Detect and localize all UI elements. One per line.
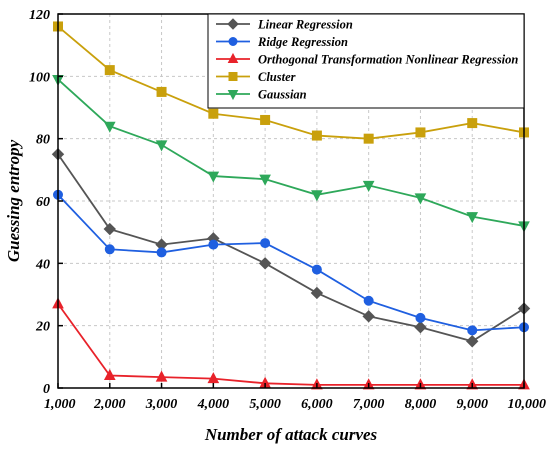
series-line [57, 194, 525, 332]
y-tick-label: 40 [35, 257, 50, 272]
data-point [467, 325, 478, 336]
x-tick-label: 3,000 [145, 397, 178, 412]
data-point [414, 193, 427, 205]
y-tick-label: 120 [29, 8, 50, 23]
data-point [362, 180, 375, 192]
ticks: 0 20 40 60 80 100 120 1,000 2,000 3,000 4,000 5,000… [29, 8, 546, 412]
x-tick-label: 8,000 [405, 397, 437, 412]
data-point [103, 121, 116, 133]
data-point [155, 370, 168, 382]
legend-item: Gaussian [216, 88, 307, 102]
data-point [363, 133, 374, 144]
legend-item: Cluster [216, 70, 296, 84]
legend-item: Orthogonal Transformation Nonlinear Regr… [216, 53, 518, 67]
legend-box [207, 13, 525, 109]
data-point [258, 257, 272, 270]
data-point [415, 312, 426, 323]
y-tick-label: 20 [35, 320, 50, 335]
series-line [57, 78, 525, 227]
series-line [57, 25, 525, 140]
data-point [260, 238, 271, 249]
legend-item: Linear Regression [216, 18, 353, 32]
data-point [208, 239, 219, 250]
series-line [57, 303, 524, 386]
data-point [466, 212, 479, 224]
y-tick-label: 80 [36, 133, 50, 148]
data-point [362, 310, 375, 323]
data-point [311, 130, 322, 141]
x-tick-label: 9,000 [456, 397, 488, 412]
x-tick-label: 6,000 [301, 397, 333, 412]
legend-label: Ridge Regression [257, 35, 348, 49]
data-point [207, 171, 220, 183]
data-point [156, 247, 167, 258]
legend-label: Orthogonal Transformation Nonlinear Regr… [258, 53, 518, 67]
data-point [466, 335, 479, 348]
data-point [310, 286, 324, 300]
y-tick-label: 100 [29, 70, 50, 85]
legend-label: Linear Regression [257, 18, 353, 32]
data-point [311, 264, 322, 275]
legend-item: Ridge Regression [216, 35, 348, 49]
x-tick-label: 4,000 [197, 397, 230, 412]
legend-label: Gaussian [258, 88, 307, 102]
y-tick-label: 0 [43, 382, 50, 397]
data-point [103, 222, 116, 236]
x-axis-title: Number of attack curves [204, 425, 378, 444]
legend: Linear Regression Ridge Regression Orthogo… [207, 13, 525, 109]
data-point [156, 86, 167, 97]
x-tick-label: 10,000 [508, 397, 547, 412]
data-point [260, 114, 271, 125]
data-point [363, 295, 374, 306]
y-axis-title: Guessing entropy [4, 139, 23, 262]
data-point [208, 108, 219, 119]
x-tick-label: 1,000 [44, 397, 76, 412]
data-point [311, 190, 323, 202]
data-point [259, 174, 271, 186]
series-0 [51, 148, 531, 348]
data-point [207, 372, 220, 384]
y-tick-label: 60 [36, 195, 50, 210]
data-point [104, 244, 115, 255]
series-1 [53, 189, 529, 336]
legend-label: Cluster [258, 70, 296, 84]
x-tick-label: 2,000 [93, 397, 126, 412]
series-line [57, 153, 525, 343]
data-point [103, 368, 116, 381]
data-point [467, 118, 478, 129]
series-2 [52, 297, 530, 390]
data-point [104, 65, 115, 76]
x-tick-label: 5,000 [249, 397, 281, 412]
data-point [414, 321, 427, 334]
data-point [415, 127, 426, 138]
x-tick-label: 7,000 [353, 397, 385, 412]
data-point [155, 140, 168, 152]
